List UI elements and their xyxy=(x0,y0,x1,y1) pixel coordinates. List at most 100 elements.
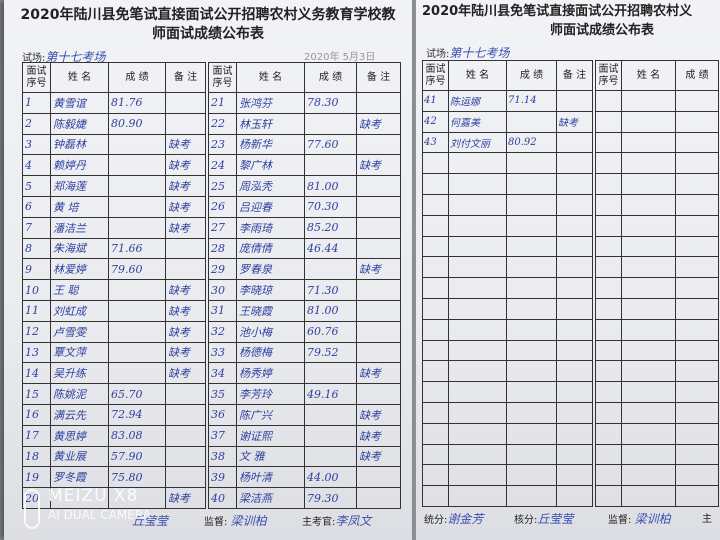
table-row xyxy=(422,464,719,487)
cell-score: 72.94 xyxy=(108,403,166,426)
header-score: 成 绩 xyxy=(506,60,557,91)
cell-score: 80.90 xyxy=(108,112,166,135)
cell-note: 缺考 xyxy=(356,362,401,385)
cell-seq: 4 xyxy=(22,154,51,177)
cell-name: 黄思婷 xyxy=(50,424,109,447)
table-row xyxy=(422,152,719,175)
cell-score xyxy=(506,235,557,258)
cell-seq: 1 xyxy=(22,92,51,114)
cell-name: 李芳玲 xyxy=(236,383,305,405)
scorer: 统分:谢金芳 xyxy=(424,510,483,527)
cell-seq: 39 xyxy=(208,466,237,489)
cell-score xyxy=(675,110,719,133)
cell-seq: 40 xyxy=(208,487,237,509)
cell-name: 王 聪 xyxy=(50,279,109,301)
cell-score: 46.44 xyxy=(304,237,357,260)
table-row xyxy=(422,485,719,507)
cell-name: 谢证熙 xyxy=(236,424,305,447)
cell-score xyxy=(675,360,719,383)
cell-seq xyxy=(595,443,622,466)
table-row: 5 郑海莲 缺考 25 周泓秃 81.00 xyxy=(22,175,401,197)
table-row: 18 黄业展 57.90 38 文 雅 缺考 xyxy=(22,445,401,468)
cell-name: 陈毅婕 xyxy=(50,112,109,135)
header-name: 姓 名 xyxy=(50,62,109,93)
cell-score: 85.20 xyxy=(304,216,357,239)
title-line-2: 师面试成绩公布表 xyxy=(152,26,264,42)
cell-seq xyxy=(595,90,622,112)
cell-seq xyxy=(595,485,622,507)
table-row xyxy=(422,318,719,341)
cell-seq xyxy=(595,235,622,258)
cell-score: 75.80 xyxy=(108,466,166,489)
cell-name: 文 雅 xyxy=(236,445,305,468)
cell-score xyxy=(675,193,719,216)
cell-name xyxy=(448,277,507,299)
header-note: 备 注 xyxy=(165,62,206,93)
cell-score xyxy=(675,256,719,279)
cell-note xyxy=(556,90,593,112)
cell-seq xyxy=(595,297,622,320)
cell-seq xyxy=(422,256,449,279)
table-row: 43 刘付文丽 80.92 xyxy=(422,131,719,154)
cell-score xyxy=(675,318,719,341)
cell-name: 潘洁兰 xyxy=(50,216,109,239)
table-row xyxy=(422,401,719,424)
cell-note: 缺考 xyxy=(165,195,206,218)
cell-score: 78.30 xyxy=(304,92,357,114)
cell-note: 缺考 xyxy=(556,110,593,133)
cell-note xyxy=(165,237,206,260)
header-name: 姓 名 xyxy=(621,60,676,91)
cell-score xyxy=(108,195,166,218)
table-row: 41 陈运娜 71.14 xyxy=(422,90,719,112)
cell-name xyxy=(621,193,676,216)
cell-seq xyxy=(595,193,622,216)
cell-score: 57.90 xyxy=(108,445,166,468)
cell-name: 李晓琼 xyxy=(236,279,305,301)
table-row: 20 缺考 40 梁洁燕 79.30 xyxy=(22,487,401,509)
cell-score xyxy=(108,299,166,322)
cell-seq xyxy=(595,381,622,403)
cell-score: 44.00 xyxy=(304,466,357,489)
cell-seq xyxy=(422,485,449,507)
chief-label: 主 xyxy=(702,514,712,525)
cell-note xyxy=(356,299,401,322)
cell-name: 满云先 xyxy=(50,403,109,426)
cell-name: 池小梅 xyxy=(236,320,305,343)
cell-name xyxy=(621,401,676,424)
cell-seq: 32 xyxy=(208,320,237,343)
cell-name xyxy=(448,464,507,487)
cell-seq xyxy=(595,318,622,341)
cell-score xyxy=(506,152,557,175)
header-score: 成 绩 xyxy=(304,62,357,93)
cell-score xyxy=(304,258,357,281)
cell-score: 81.00 xyxy=(304,299,357,322)
room-value: 第十七考场 xyxy=(45,50,106,64)
cell-seq xyxy=(422,277,449,299)
cell-score: 80.92 xyxy=(506,131,557,154)
supervisor: 监督: 梁训柏 xyxy=(608,510,671,527)
cell-note xyxy=(165,112,206,135)
table-row: 19 罗冬霞 75.80 39 杨叶清 44.00 xyxy=(22,466,401,489)
header-seq: 面试序号 xyxy=(22,62,51,93)
cell-score xyxy=(675,339,719,362)
table-row: 17 黄思婷 83.08 37 谢证熙 缺考 xyxy=(22,424,401,447)
cell-score xyxy=(506,193,557,216)
cell-name: 杨新华 xyxy=(236,133,305,156)
cell-note xyxy=(556,360,593,383)
cell-note xyxy=(356,133,401,156)
cell-seq: 41 xyxy=(422,90,449,112)
cell-name xyxy=(448,443,507,466)
supervisor-signature: 梁训柏 xyxy=(634,512,671,526)
cell-note: 缺考 xyxy=(165,362,206,385)
room-label: 试场: xyxy=(22,53,46,64)
cell-note xyxy=(165,424,206,447)
cell-score xyxy=(506,297,557,320)
header-seq: 面试序号 xyxy=(208,62,237,93)
sheet-title: 2020年陆川县免笔试直接面试公开招聘农村义 师面试成绩公布表 xyxy=(422,2,718,40)
cell-name xyxy=(448,485,507,507)
cell-score xyxy=(108,320,166,343)
checker-signature: 丘莹莹 xyxy=(537,512,574,526)
cell-name xyxy=(621,131,676,154)
cell-note: 缺考 xyxy=(165,320,206,343)
cell-score xyxy=(108,341,166,364)
